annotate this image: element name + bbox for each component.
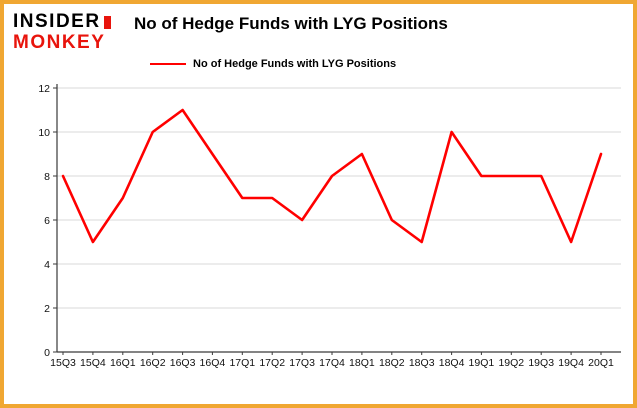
svg-text:18Q2: 18Q2	[379, 357, 405, 369]
insider-monkey-logo: INSIDER MONKEY	[13, 11, 111, 53]
logo-insider-label: INSIDER	[13, 11, 101, 32]
svg-text:19Q1: 19Q1	[469, 357, 495, 369]
svg-text:18Q1: 18Q1	[349, 357, 375, 369]
svg-text:0: 0	[44, 347, 50, 359]
svg-text:19Q3: 19Q3	[528, 357, 554, 369]
svg-text:19Q2: 19Q2	[498, 357, 524, 369]
svg-text:19Q4: 19Q4	[558, 357, 584, 369]
svg-text:15Q4: 15Q4	[80, 357, 106, 369]
svg-text:10: 10	[38, 127, 50, 139]
logo-monkey-text: MONKEY	[13, 31, 106, 53]
svg-text:8: 8	[44, 171, 50, 183]
svg-text:18Q4: 18Q4	[439, 357, 465, 369]
chart-legend: No of Hedge Funds with LYG Positions	[150, 58, 396, 70]
svg-text:17Q3: 17Q3	[289, 357, 315, 369]
line-chart: 0 2 4 6 8 10 12 15Q3 15Q4 16Q1 16Q2 16Q3 16Q4 17Q1 17Q…	[38, 83, 621, 369]
svg-text:20Q1: 20Q1	[588, 357, 614, 369]
svg-text:16Q4: 16Q4	[200, 357, 226, 369]
logo-red-accent-icon	[103, 15, 111, 29]
svg-text:2: 2	[44, 303, 50, 315]
svg-text:17Q4: 17Q4	[319, 357, 345, 369]
svg-text:16Q1: 16Q1	[110, 357, 136, 369]
svg-text:6: 6	[44, 215, 50, 227]
svg-text:16Q2: 16Q2	[140, 357, 166, 369]
svg-text:17Q2: 17Q2	[259, 357, 285, 369]
svg-text:16Q3: 16Q3	[170, 357, 196, 369]
svg-text:18Q3: 18Q3	[409, 357, 435, 369]
svg-text:15Q3: 15Q3	[50, 357, 76, 369]
legend-label: No of Hedge Funds with LYG Positions	[193, 58, 397, 70]
legend-line-swatch-icon	[150, 63, 186, 65]
logo-insider-text: INSIDER	[13, 11, 111, 33]
chart-title: No of Hedge Funds with LYG Positions	[134, 14, 448, 33]
svg-text:12: 12	[38, 83, 50, 95]
svg-text:4: 4	[44, 259, 50, 271]
svg-text:17Q1: 17Q1	[229, 357, 255, 369]
